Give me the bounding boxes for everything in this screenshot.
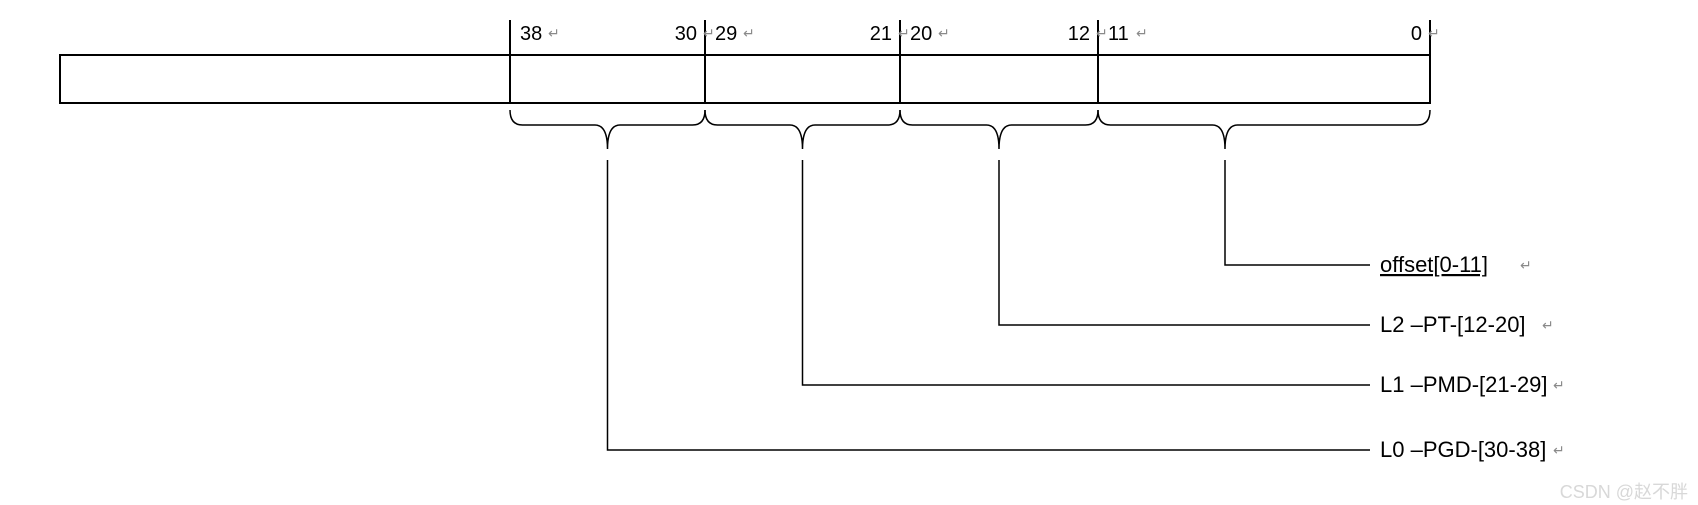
brace-3 bbox=[1098, 110, 1430, 149]
bit-label-38: 38 bbox=[520, 23, 542, 45]
field-label-2: L1 –PMD-[21-29] bbox=[1380, 372, 1548, 397]
return-mark-bit-3: ↵ bbox=[898, 25, 910, 41]
bit-label-21: 21 bbox=[870, 23, 892, 45]
address-box bbox=[60, 55, 1430, 103]
field-label-0: offset[0-11] bbox=[1380, 252, 1488, 277]
bit-label-29: 29 bbox=[715, 23, 737, 45]
bit-label-20: 20 bbox=[910, 23, 932, 45]
return-mark-bit-7: ↵ bbox=[1428, 25, 1440, 41]
bit-label-0: 0 bbox=[1411, 23, 1422, 45]
return-mark-bit-6: ↵ bbox=[1136, 25, 1148, 41]
brace-0 bbox=[510, 110, 705, 149]
leader-line-2 bbox=[803, 160, 1371, 385]
return-mark-field-0: ↵ bbox=[1520, 257, 1532, 273]
return-mark-field-1: ↵ bbox=[1542, 317, 1554, 333]
return-mark-field-3: ↵ bbox=[1553, 442, 1565, 458]
field-label-3: L0 –PGD-[30-38] bbox=[1380, 437, 1546, 462]
bit-label-11: 11 bbox=[1108, 23, 1129, 45]
return-mark-bit-5: ↵ bbox=[1096, 25, 1108, 41]
brace-1 bbox=[705, 110, 900, 149]
return-mark-bit-2: ↵ bbox=[743, 25, 755, 41]
return-mark-field-2: ↵ bbox=[1553, 377, 1565, 393]
leader-line-1 bbox=[999, 160, 1370, 325]
watermark: CSDN @赵不胖 bbox=[1560, 482, 1688, 502]
return-mark-bit-0: ↵ bbox=[548, 25, 560, 41]
return-mark-bit-4: ↵ bbox=[938, 25, 950, 41]
leader-line-0 bbox=[1225, 160, 1370, 265]
return-mark-bit-1: ↵ bbox=[703, 25, 715, 41]
field-label-1: L2 –PT-[12-20] bbox=[1380, 312, 1526, 337]
leader-line-3 bbox=[608, 160, 1371, 450]
bitfield-diagram: 38↵30↵29↵21↵20↵12↵11↵0↵offset[0-11]↵L2 –… bbox=[0, 0, 1698, 505]
brace-2 bbox=[900, 110, 1098, 149]
bit-label-30: 30 bbox=[675, 23, 697, 45]
bit-label-12: 12 bbox=[1068, 23, 1090, 45]
